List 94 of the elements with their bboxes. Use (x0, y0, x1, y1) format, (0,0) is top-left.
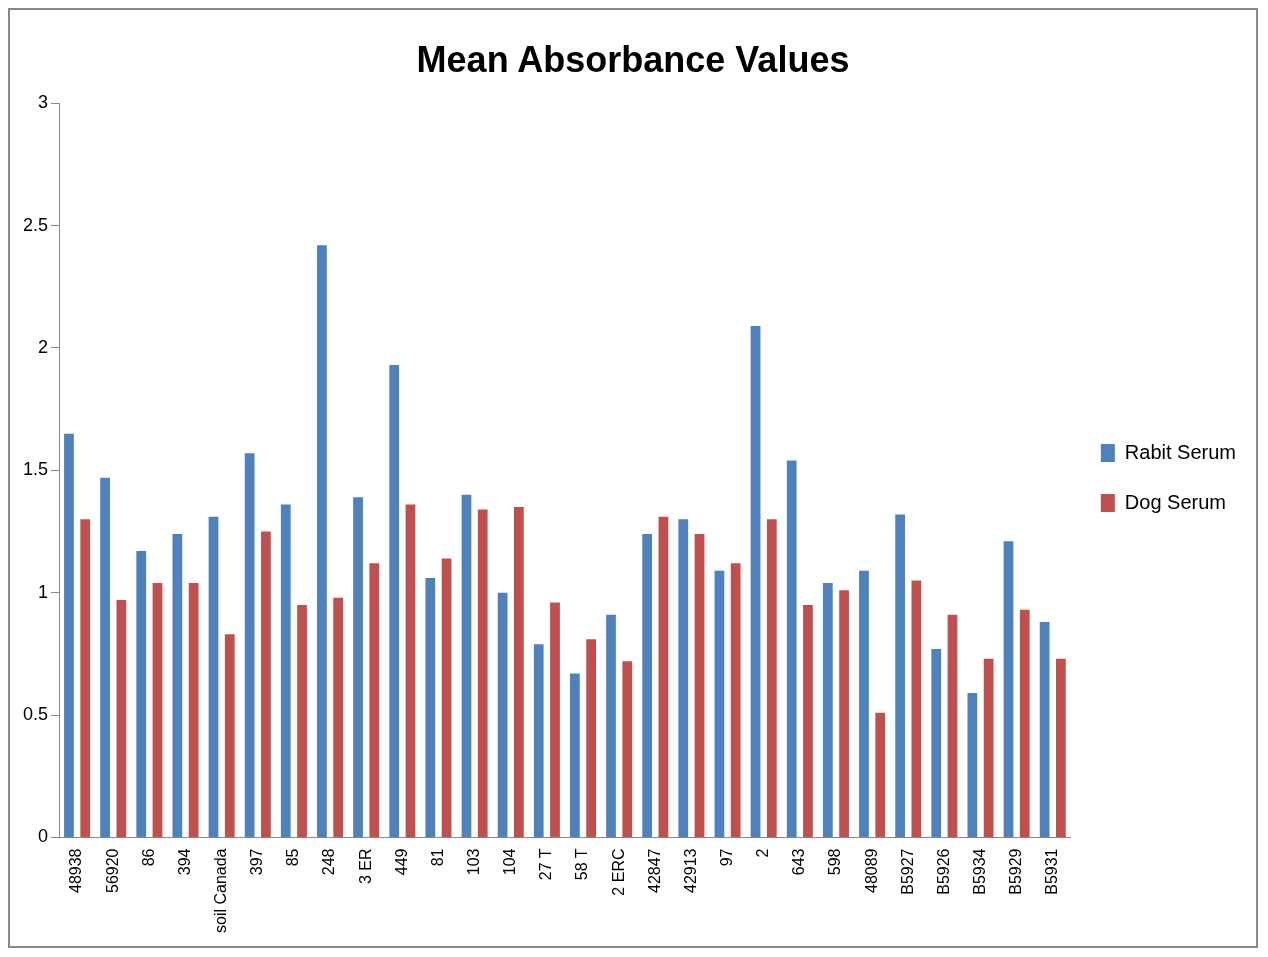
bar (730, 563, 741, 837)
x-tick-label: 97 (717, 848, 735, 867)
x-tick-label: B5927 (898, 848, 916, 895)
x-tick-label: 56920 (103, 848, 121, 893)
bar (766, 519, 777, 837)
x-tick-label: 3 ER (356, 848, 374, 885)
bar (947, 614, 958, 837)
x-tick-label: 103 (465, 848, 482, 876)
x-tick-label: 2 (754, 848, 772, 858)
x-tick-label: 394 (175, 848, 193, 876)
x-tick-label: 104 (501, 848, 519, 876)
x-tick-label: 42913 (681, 848, 699, 893)
bar (694, 533, 705, 837)
bar (136, 551, 147, 837)
bar (317, 245, 327, 837)
bar (1019, 609, 1030, 837)
bar (859, 570, 869, 837)
y-tick-label: 2 (38, 336, 49, 357)
x-tick-label: 449 (392, 848, 410, 876)
x-tick-label: 2 ERC (609, 848, 627, 896)
x-tick-label: 58 T (573, 848, 591, 881)
bar (822, 582, 833, 837)
bar (333, 597, 344, 837)
bar (1003, 541, 1014, 837)
chart-title: Mean Absorbance Values (416, 38, 850, 80)
bar (477, 509, 488, 837)
x-tick-label: B5926 (934, 848, 952, 895)
bar (208, 516, 219, 837)
bar (642, 533, 653, 837)
x-tick-label: 598 (826, 848, 844, 876)
bar (405, 504, 416, 837)
bar (441, 558, 452, 837)
y-tick-label: 1 (38, 581, 49, 602)
bar (983, 658, 994, 837)
bar (64, 433, 74, 837)
bar (297, 604, 307, 837)
bar (152, 582, 163, 837)
y-tick-label: 1.5 (22, 459, 49, 480)
bar (261, 531, 271, 837)
bar (1039, 622, 1050, 837)
bar (80, 519, 91, 837)
x-tick-label: B5931 (1043, 848, 1061, 895)
x-tick-label: B5929 (1007, 848, 1025, 895)
legend-label: Dog Serum (1124, 490, 1226, 513)
x-tick-label: 248 (320, 848, 338, 876)
y-tick-label: 3 (38, 92, 49, 113)
bar (172, 533, 183, 837)
bar (967, 693, 978, 837)
x-tick-label: 27 T (537, 848, 555, 881)
x-tick-label: 397 (248, 848, 266, 876)
bar (1056, 658, 1066, 837)
bar (100, 477, 110, 837)
y-tick-label: 0.5 (22, 704, 49, 725)
bar (425, 578, 436, 837)
x-tick-label: soil Canada (212, 848, 230, 933)
legend-label: Rabit Serum (1124, 440, 1236, 463)
y-tick-label: 2.5 (22, 214, 49, 235)
bar (461, 494, 472, 837)
x-tick-label: 85 (284, 848, 302, 867)
bar (533, 644, 544, 837)
bar (839, 590, 849, 837)
bar (750, 325, 761, 837)
bar (803, 604, 813, 837)
bar (389, 365, 400, 837)
bar (606, 614, 616, 837)
bar (658, 516, 669, 837)
bar (569, 673, 580, 837)
bar (353, 497, 363, 837)
y-tick-label: 0 (38, 826, 49, 847)
x-tick-label: 643 (790, 848, 808, 876)
bar (895, 514, 905, 837)
bar (497, 592, 508, 837)
bar (678, 519, 689, 837)
bar (714, 570, 725, 837)
bar (586, 639, 597, 837)
x-tick-label: 42847 (645, 848, 663, 893)
bar (513, 507, 524, 837)
bar (550, 602, 560, 837)
bar (116, 600, 127, 837)
x-tick-label: 81 (428, 848, 446, 867)
bar (622, 661, 633, 837)
bar (188, 582, 199, 837)
bar (931, 649, 942, 837)
bar (786, 460, 797, 837)
x-tick-label: B5934 (970, 848, 988, 895)
x-tick-label: 86 (139, 848, 157, 867)
x-tick-label: 48938 (67, 848, 85, 893)
x-tick-label: 48089 (862, 848, 880, 893)
bar (369, 563, 380, 837)
bar (244, 453, 255, 837)
bar (224, 634, 235, 837)
bar (911, 580, 922, 837)
bar (875, 712, 886, 837)
bar (280, 504, 291, 837)
